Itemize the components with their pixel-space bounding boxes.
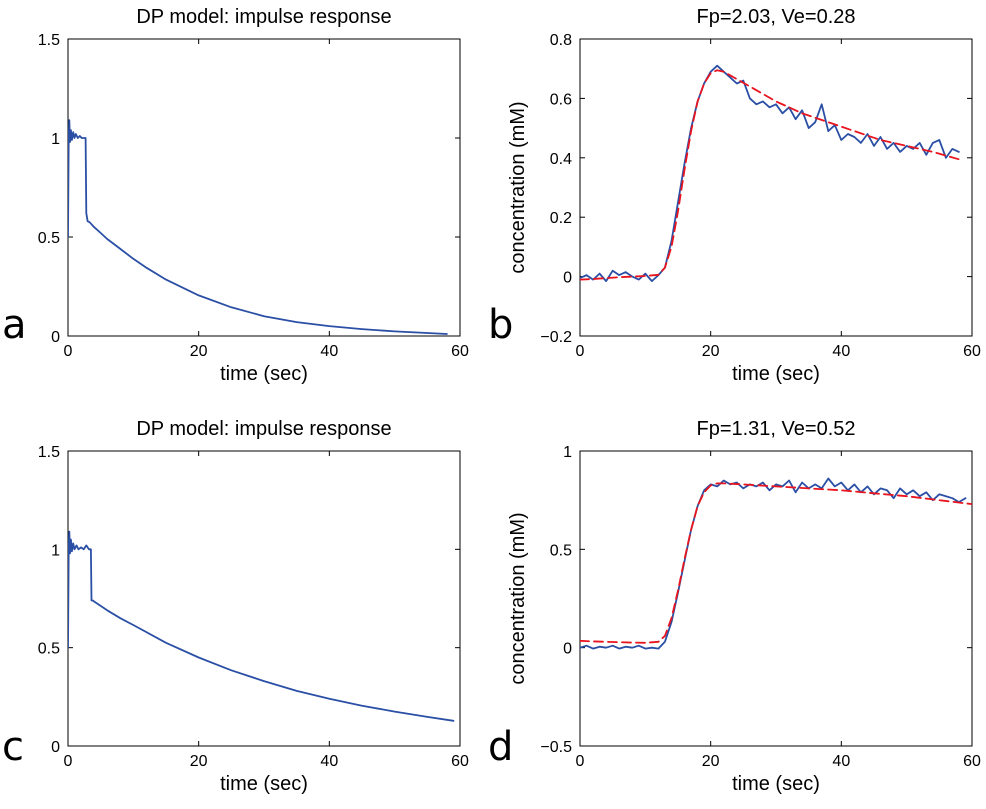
- y-tick-label: 1: [51, 542, 60, 559]
- axes-box: [67, 38, 461, 337]
- chart-title: Fp=2.03, Ve=0.28: [696, 6, 855, 28]
- x-tick-label: 60: [451, 753, 469, 770]
- x-tick-label: 0: [576, 343, 585, 360]
- x-tick-label: 0: [576, 753, 585, 770]
- axes-box: [579, 450, 973, 747]
- chart-title: DP model: impulse response: [136, 418, 391, 440]
- y-tick-label: −0.2: [540, 329, 572, 346]
- panel-letter-c: c: [2, 724, 24, 770]
- panel-b: b 0 20 40 60−0.200.20.40.60.8Fp=2.03, Ve=0.…: [488, 6, 981, 385]
- y-tick-label: 1.5: [38, 444, 60, 461]
- x-tick-label: 60: [963, 343, 981, 360]
- x-tick-label: 40: [832, 343, 850, 360]
- panel-letter-a: a: [2, 302, 27, 348]
- chart-title: DP model: impulse response: [136, 6, 391, 28]
- panel-letter-b: b: [488, 302, 513, 348]
- y-tick-label: 1: [51, 131, 60, 148]
- y-tick-label: 0.5: [38, 641, 60, 658]
- x-tick-label: 40: [320, 343, 338, 360]
- x-tick-label: 20: [702, 343, 720, 360]
- x-tick-label: 0: [64, 753, 73, 770]
- x-axis-label: time (sec): [732, 773, 820, 795]
- x-tick-label: 40: [320, 753, 338, 770]
- chart-title: Fp=1.31, Ve=0.52: [696, 418, 855, 440]
- x-axis-label: time (sec): [732, 363, 820, 385]
- x-tick-label: 0: [64, 343, 73, 360]
- y-axis-label: concentration (mM): [507, 512, 529, 684]
- x-axis-label: time (sec): [220, 363, 308, 385]
- panel-a: a 0 20 40 60 0 0.5 1 1.5 DP model: impulse respo…: [2, 6, 469, 385]
- y-tick-label: 0: [563, 270, 572, 287]
- x-tick-label: 40: [832, 753, 850, 770]
- y-tick-label: 0: [51, 329, 60, 346]
- axes-box: [67, 450, 461, 747]
- y-tick-label: 0.6: [550, 91, 572, 108]
- y-tick-label: 0: [51, 739, 60, 756]
- y-tick-label: −0.5: [540, 739, 572, 756]
- x-tick-label: 20: [190, 343, 208, 360]
- y-axis-label: concentration (mM): [507, 101, 529, 273]
- series-line-measured: [580, 477, 967, 650]
- y-tick-label: 0.4: [550, 151, 572, 168]
- series-line-fit: [580, 482, 972, 644]
- y-tick-label: 1.5: [38, 32, 60, 49]
- series-line-fit: [580, 69, 960, 281]
- x-axis-label: time (sec): [220, 773, 308, 795]
- panel-letter-d: d: [488, 724, 513, 770]
- y-tick-label: 0.2: [550, 210, 572, 227]
- x-tick-label: 20: [702, 753, 720, 770]
- y-tick-label: 0.5: [550, 542, 572, 559]
- y-tick-label: 1: [563, 444, 572, 461]
- x-tick-label: 20: [190, 753, 208, 770]
- series-line-measured: [68, 530, 455, 722]
- y-tick-label: 0.5: [38, 230, 60, 247]
- series-line-measured: [68, 119, 448, 335]
- x-tick-label: 60: [963, 753, 981, 770]
- y-tick-label: 0.8: [550, 32, 572, 49]
- x-tick-label: 60: [451, 343, 469, 360]
- panel-c: c 0 20 40 60 0 0.5 1 1.5 DP model: impulse respo…: [2, 418, 469, 795]
- y-tick-label: 0: [563, 641, 572, 658]
- axes-box: [579, 38, 973, 337]
